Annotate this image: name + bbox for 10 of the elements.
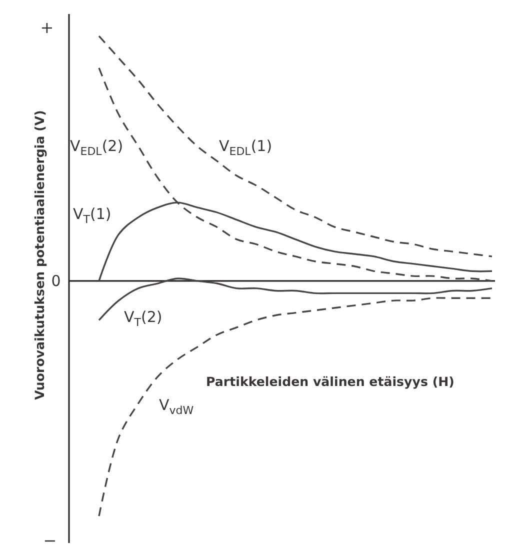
series-label: V$_{EDL}$(1) <box>219 137 272 158</box>
series-label: V$_{T}$(2) <box>124 308 162 330</box>
series-label: V$_{vdW}$ <box>159 396 194 418</box>
x-axis-title: Partikkeleiden välinen etäisyys (H) <box>206 374 454 389</box>
series-label: V$_{EDL}$(2) <box>70 137 124 158</box>
text: − <box>43 530 57 550</box>
y-axis-title: Vuorovaikutuksen potentiaalienergia (V) <box>32 110 47 400</box>
text: + <box>40 18 54 36</box>
text: 0 <box>51 272 61 290</box>
series-label: V$_{T}$(1) <box>73 205 112 226</box>
